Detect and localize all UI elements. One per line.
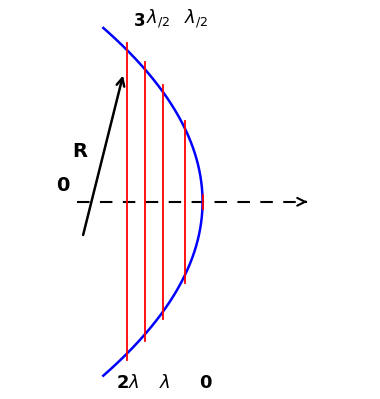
- Text: $\mathbf{0}$: $\mathbf{0}$: [200, 374, 213, 392]
- Text: $\mathbf{3}$: $\mathbf{3}$: [133, 12, 145, 30]
- Text: $\lambda_{/2}$: $\lambda_{/2}$: [184, 7, 208, 30]
- Text: $\lambda_{/2}$: $\lambda_{/2}$: [146, 7, 171, 30]
- Text: 0: 0: [57, 176, 70, 195]
- Text: R: R: [72, 142, 87, 161]
- Text: $\lambda$: $\lambda$: [159, 374, 171, 392]
- Text: $\mathbf{2}\lambda$: $\mathbf{2}\lambda$: [116, 374, 139, 392]
